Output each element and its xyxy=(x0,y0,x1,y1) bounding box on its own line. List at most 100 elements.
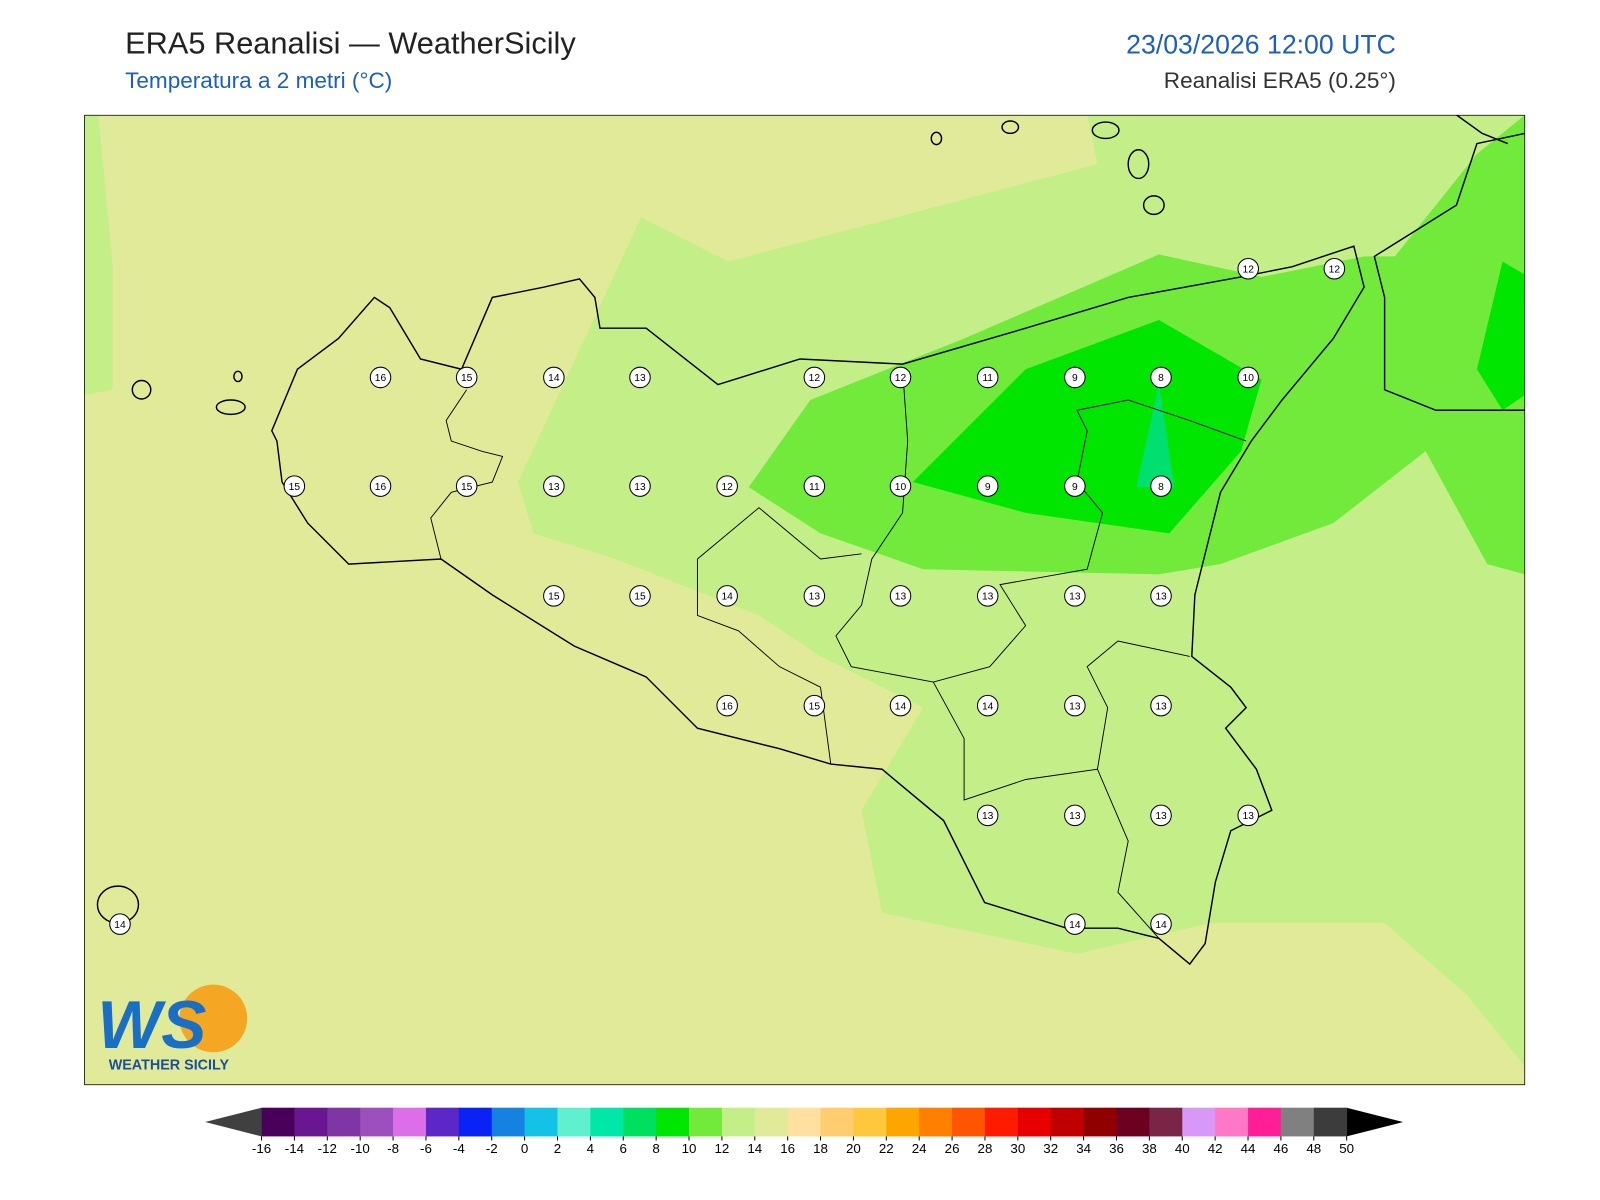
colorbar-tick-label: 42 xyxy=(1208,1141,1223,1156)
title: ERA5 Reanalisi — WeatherSicily xyxy=(125,25,576,60)
station-value: 13 xyxy=(634,373,646,384)
colorbar-tick-label: 26 xyxy=(945,1141,960,1156)
colorbar-segment xyxy=(721,1107,756,1137)
station-marker xyxy=(1064,366,1086,389)
map xyxy=(84,114,1526,1086)
colorbar-segment xyxy=(820,1107,854,1137)
colorbar-tick-label: -10 xyxy=(351,1141,370,1156)
colorbar-segment xyxy=(1313,1107,1348,1137)
station-marker xyxy=(803,585,826,607)
coastline xyxy=(96,114,1526,966)
station-value: 12 xyxy=(721,482,733,493)
station-marker xyxy=(1150,585,1172,607)
colorbar-tick-label: 4 xyxy=(587,1141,595,1156)
colorbar-tick-label: 30 xyxy=(1010,1141,1025,1156)
logo-sun xyxy=(179,984,248,1053)
station-marker xyxy=(283,475,306,497)
colorbar-tick-label: -8 xyxy=(387,1141,399,1156)
station-value: 13 xyxy=(982,592,994,603)
colorbar-segment xyxy=(425,1107,460,1137)
colorbar-segment xyxy=(984,1107,1019,1137)
station-value: 16 xyxy=(375,373,387,384)
colorbar-segment xyxy=(1248,1107,1282,1137)
station-marker xyxy=(455,366,478,389)
colorbar: -16 -14 -12 -10 -8 -6 -4 -2 0 2 4 6 8 10 12 14 16 18 20 22 2… xyxy=(205,1107,1404,1156)
station-value: 13 xyxy=(1155,592,1167,603)
station-value: 14 xyxy=(982,701,994,712)
colorbar-tick-label: 22 xyxy=(879,1141,894,1156)
station-marker xyxy=(629,585,651,607)
colorbar-tick-label: 34 xyxy=(1076,1141,1091,1156)
station-marker xyxy=(716,694,738,717)
station-value: 13 xyxy=(1155,701,1167,712)
colorbar-tick-label: 18 xyxy=(813,1141,828,1156)
station-value: 13 xyxy=(1069,592,1081,603)
station-value: 14 xyxy=(548,373,560,384)
temp-zone xyxy=(1136,384,1175,488)
colorbar-tick-label: 36 xyxy=(1109,1141,1124,1156)
colorbar-tick-label: -2 xyxy=(486,1141,498,1156)
colorbar-tick-label: 12 xyxy=(714,1141,729,1156)
colorbar-segment xyxy=(689,1107,723,1137)
station-value: 14 xyxy=(114,920,126,931)
colorbar-tick-label: 14 xyxy=(747,1141,762,1156)
colorbar-tick-label: 48 xyxy=(1306,1141,1321,1156)
station-value: 13 xyxy=(548,482,560,493)
station-marker xyxy=(455,475,478,497)
colorbar-tick-label: -14 xyxy=(285,1141,305,1156)
station-value: 11 xyxy=(982,373,993,384)
temp-zone xyxy=(84,114,113,395)
station-marker xyxy=(629,475,651,497)
station-marker xyxy=(1150,694,1172,717)
colorbar-segment xyxy=(261,1107,295,1137)
station-value: 8 xyxy=(1158,482,1164,493)
colorbar-tick-label: 38 xyxy=(1142,1141,1157,1156)
station-marker xyxy=(543,585,565,607)
station-value: 15 xyxy=(634,592,646,603)
station-marker xyxy=(1064,585,1086,607)
station-value: 16 xyxy=(375,482,387,493)
colorbar-tick-label: 24 xyxy=(912,1141,927,1156)
colorbar-segment xyxy=(491,1107,526,1137)
colorbar-segment xyxy=(557,1107,591,1137)
station-marker xyxy=(889,585,912,607)
station-marker xyxy=(976,475,999,497)
colorbar-segment xyxy=(1149,1107,1183,1137)
station-marker xyxy=(1150,804,1172,827)
station-value: 11 xyxy=(809,482,820,493)
colorbar-tick-label: 32 xyxy=(1043,1141,1058,1156)
station-value: 14 xyxy=(1155,920,1167,931)
colorbar-segment xyxy=(919,1107,953,1137)
colorbar-segment xyxy=(853,1107,887,1137)
colorbar-tick-label: 40 xyxy=(1175,1141,1190,1156)
colorbar-segment xyxy=(1017,1107,1052,1137)
colorbar-tick-label: 44 xyxy=(1241,1141,1256,1156)
station-value: 9 xyxy=(985,482,991,493)
station-value: 8 xyxy=(1158,373,1164,384)
station-value: 12 xyxy=(1243,264,1255,275)
colorbar-tick-label: 0 xyxy=(521,1141,528,1156)
colorbar-tick-label: 16 xyxy=(780,1141,795,1156)
station-value: 15 xyxy=(461,482,473,493)
colorbar-over xyxy=(1346,1107,1404,1137)
station-value: 13 xyxy=(1069,701,1081,712)
colorbar-tick-label: 6 xyxy=(620,1141,627,1156)
colorbar-segment xyxy=(1215,1107,1249,1137)
colorbar-segment xyxy=(393,1107,427,1137)
station-marker xyxy=(1150,913,1172,935)
colorbar-tick-label: 20 xyxy=(846,1141,861,1156)
colorbar-tick-label: 28 xyxy=(978,1141,993,1156)
colorbar-tick-label: 50 xyxy=(1339,1141,1354,1156)
colorbar-tick-label: 46 xyxy=(1273,1141,1288,1156)
colorbar-segment xyxy=(1182,1107,1216,1137)
station-value: 13 xyxy=(895,592,907,603)
colorbar-under xyxy=(205,1107,262,1137)
station-marker xyxy=(1237,366,1259,389)
colorbar-segment xyxy=(886,1107,920,1137)
colorbar-segment xyxy=(524,1107,558,1137)
station-value: 10 xyxy=(895,482,907,493)
station-labels: 12 12 16 15 14 13 12 12 11 9 8 10 15 16 15 13 13 12 11 10 9 9… xyxy=(109,257,1346,935)
logo-letters: WS xyxy=(97,988,206,1063)
station-marker xyxy=(716,585,738,607)
station-marker xyxy=(976,366,999,389)
